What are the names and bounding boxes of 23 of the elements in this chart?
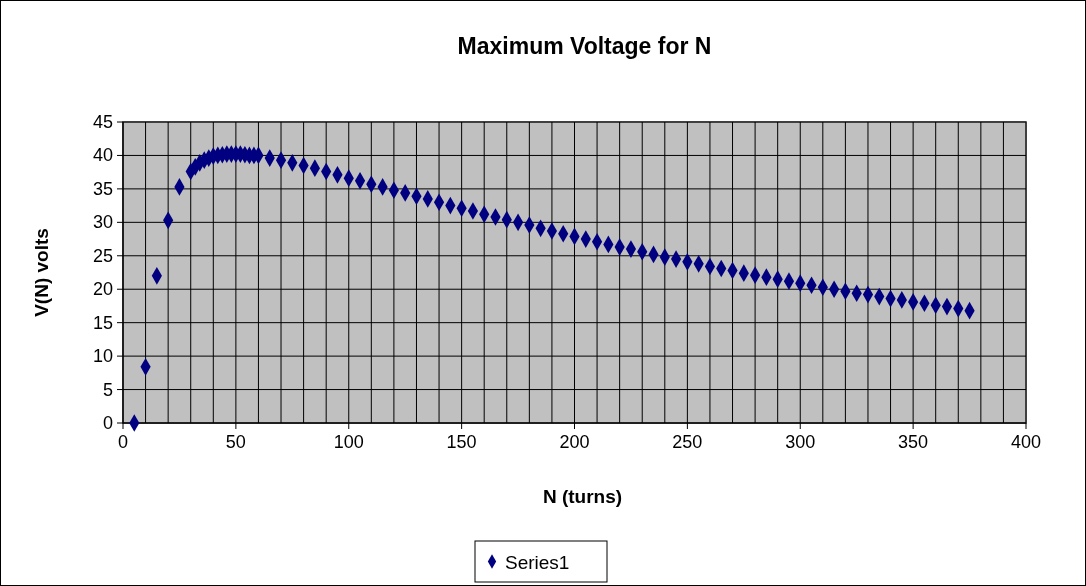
x-tick-label: 100 [333,432,364,452]
y-tick-label: 45 [92,112,113,132]
y-tick-label: 0 [102,413,113,433]
y-axis-title: V(N) volts [31,228,52,317]
y-tick-label: 25 [92,245,113,266]
y-tick-label: 40 [92,145,113,166]
x-tick-label: 150 [446,432,477,452]
y-tick-label: 20 [92,279,113,300]
x-tick-label: 250 [672,432,703,452]
y-tick-label: 35 [92,178,113,199]
y-tick-label: 15 [92,312,113,333]
x-tick-label: 400 [1010,432,1042,452]
x-tick-label: 200 [559,432,590,452]
legend-label: Series1 [505,551,570,573]
chart-title: Maximum Voltage for N [457,33,712,59]
x-axis-title: N (turns) [542,486,623,507]
y-tick-label: 5 [102,379,113,400]
x-tick-label: 300 [785,432,816,452]
y-tick-label: 10 [92,346,113,367]
y-tick-label: 30 [92,212,113,233]
x-tick-label: 350 [898,432,929,452]
x-tick-label: 0 [117,432,129,452]
x-tick-label: 50 [225,432,246,452]
